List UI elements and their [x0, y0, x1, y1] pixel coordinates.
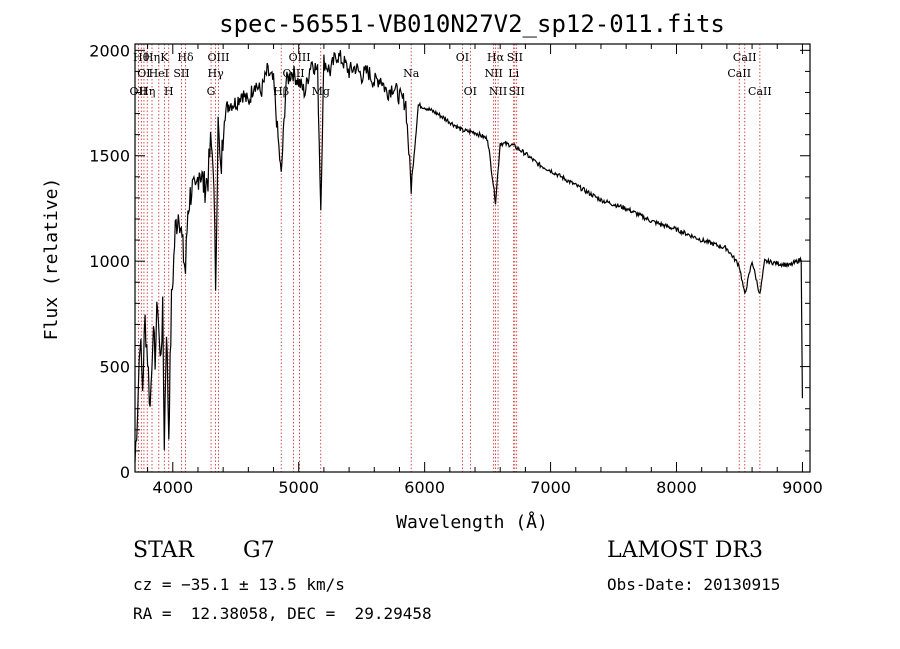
line-label-19: OI	[464, 85, 477, 98]
x-tick-label: 4000	[152, 478, 193, 497]
line-label-2: OI	[137, 67, 150, 80]
line-label-10: G	[207, 85, 216, 98]
x-axis-ticks: 4000 5000 6000 7000 8000 9000	[147, 44, 823, 497]
line-label-1: Hθ	[133, 51, 150, 64]
sky-coordinates: RA = 12.38058, DEC = 29.29458	[133, 604, 432, 623]
x-tick-label: 7000	[530, 478, 571, 497]
line-label-7: H	[164, 85, 174, 98]
line-label-3: Hη	[139, 85, 155, 98]
line-label-16: Mg	[312, 85, 330, 98]
line-label-21: Hα	[487, 51, 505, 64]
line-label-23: Li	[508, 67, 519, 80]
line-label-28: CaII	[748, 85, 772, 98]
y-tick-label: 0	[120, 463, 130, 482]
line-label-20: NII	[484, 67, 502, 80]
line-label-12: OIII	[207, 51, 229, 64]
spectral-line-labels: OIIHθOIHηHηHeIKHSIIHδGHγOIIIHβOIIIOIIIMg…	[130, 51, 772, 98]
chart-title: spec-56551-VB010N27V2_sp12-011.fits	[219, 10, 725, 38]
survey-name: LAMOST DR3	[607, 538, 763, 563]
y-tick-label: 1000	[89, 252, 130, 271]
y-tick-label: 2000	[89, 41, 130, 60]
line-label-4: Hη	[144, 51, 160, 64]
x-axis-label: Wavelength (Å)	[396, 511, 548, 533]
spectral-line-markers	[138, 44, 761, 472]
line-label-17: Na	[403, 67, 420, 80]
line-label-9: Hδ	[177, 51, 194, 64]
x-tick-label: 9000	[782, 478, 823, 497]
y-tick-label: 1500	[89, 147, 130, 166]
x-tick-label: 5000	[278, 478, 319, 497]
line-label-25: SII	[509, 85, 525, 98]
line-label-26: CaII	[727, 67, 751, 80]
x-tick-label: 8000	[656, 478, 697, 497]
object-subclass: G7	[243, 538, 275, 563]
y-axis-ticks: 0 500 1000 1500 2000	[89, 41, 810, 482]
x-tick-label: 6000	[404, 478, 445, 497]
y-axis-label: Flux (relative)	[41, 178, 62, 341]
line-label-22: NII	[489, 85, 507, 98]
plot-frame	[134, 43, 811, 473]
line-label-24: SII	[507, 51, 523, 64]
line-label-6: K	[160, 51, 169, 64]
flux-series-line	[134, 50, 803, 462]
redshift-velocity: cz = −35.1 ± 13.5 km/s	[133, 575, 345, 594]
line-label-0: OII	[130, 85, 148, 98]
line-label-18: OI	[456, 51, 469, 64]
line-label-27: CaII	[733, 51, 757, 64]
line-label-15: OIII	[289, 51, 311, 64]
y-tick-label: 500	[99, 358, 130, 377]
line-label-11: Hγ	[208, 67, 225, 80]
line-label-8: SII	[173, 67, 189, 80]
object-class: STAR	[133, 538, 194, 563]
observation-date: Obs-Date: 20130915	[607, 575, 781, 594]
line-label-5: HeI	[149, 67, 169, 80]
